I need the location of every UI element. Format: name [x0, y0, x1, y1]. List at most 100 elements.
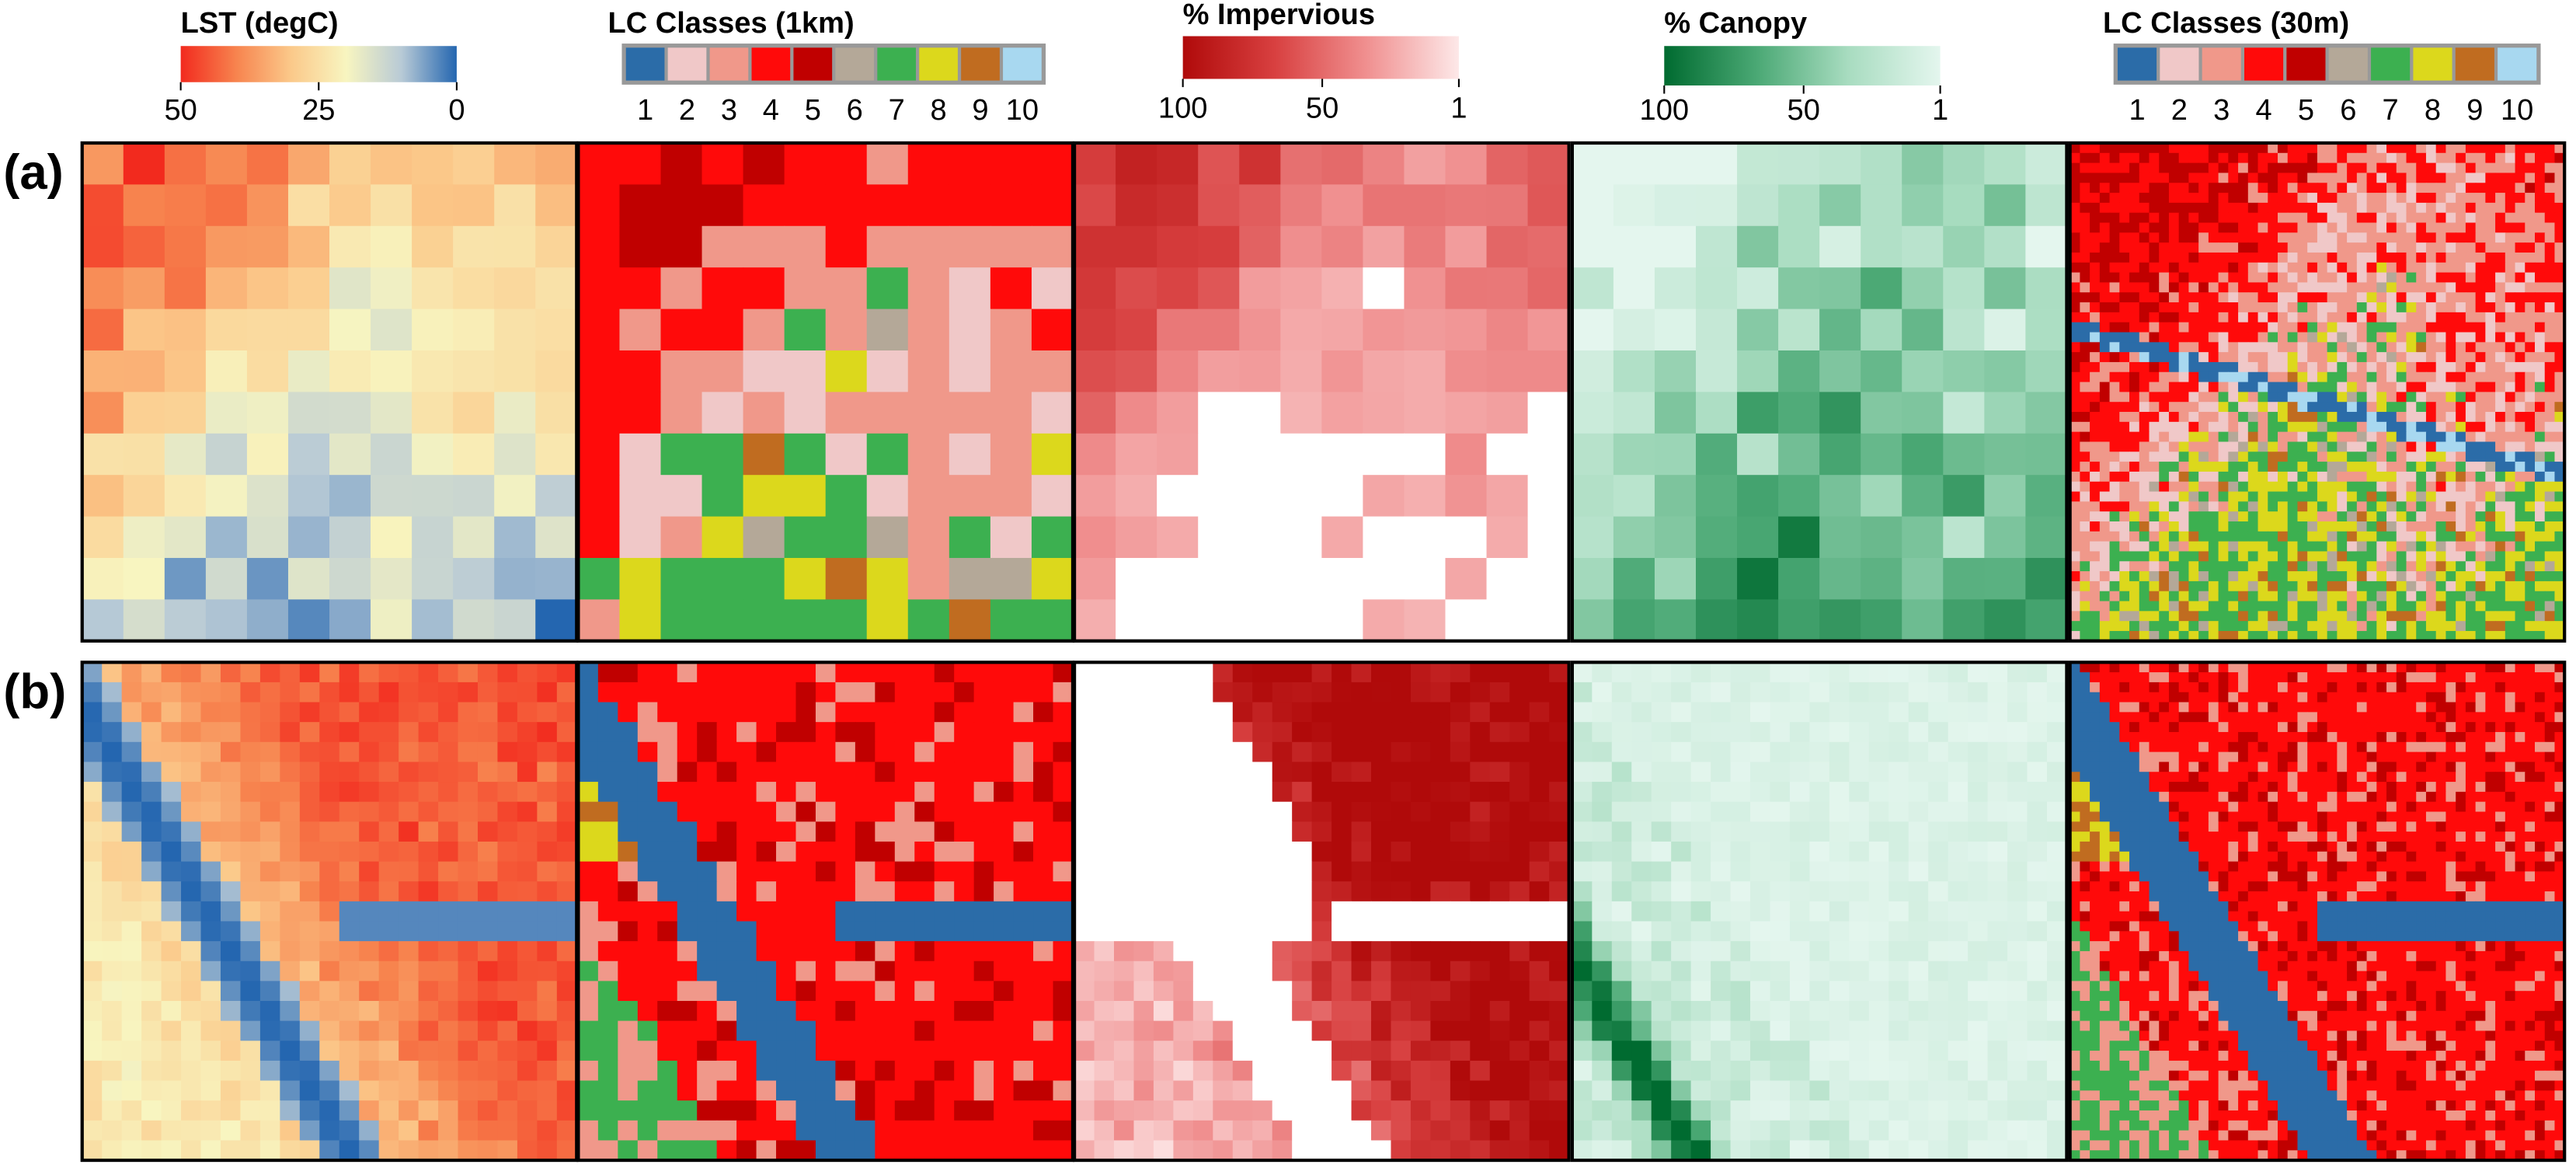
raster-cell [453, 475, 495, 518]
raster-cell [2445, 501, 2456, 512]
raster-cell [2535, 361, 2546, 373]
raster-cell [1819, 184, 1861, 227]
raster-cell [1613, 475, 1655, 518]
raster-cell [1445, 184, 1488, 227]
raster-cell [1430, 821, 1451, 842]
raster-cell [2435, 302, 2447, 313]
raster-cell [2109, 621, 2120, 632]
raster-cell [240, 821, 261, 842]
raster-cell [438, 941, 459, 962]
raster-cell [537, 941, 558, 962]
raster-cell [776, 1020, 797, 1041]
raster-cell [2475, 531, 2486, 542]
raster-cell [1819, 516, 1861, 559]
raster-cell [2080, 392, 2090, 403]
raster-cell [2178, 591, 2190, 602]
raster-cell [2287, 262, 2299, 274]
raster-cell [2554, 521, 2565, 532]
raster-cell [418, 801, 439, 822]
raster-cell [2198, 601, 2209, 612]
raster-cell [2297, 352, 2308, 363]
raster-cell [1053, 682, 1074, 703]
raster-cell [1654, 475, 1697, 518]
raster-cell [2090, 611, 2101, 622]
raster-cell [1489, 662, 1510, 683]
raster-cell [660, 309, 703, 351]
raster-cell [1529, 702, 1550, 723]
raster-cell [2327, 173, 2338, 183]
raster-cell [2406, 292, 2417, 303]
raster-cell [2198, 332, 2209, 343]
raster-cell [2307, 322, 2318, 333]
raster-cell [2159, 541, 2170, 553]
raster-cell [1695, 599, 1738, 642]
raster-cell [2485, 332, 2496, 343]
raster-cell [240, 961, 261, 982]
raster-cell [1371, 741, 1392, 763]
raster-cell [795, 881, 816, 902]
raster-cell [2465, 392, 2477, 403]
raster-cell [2208, 441, 2219, 452]
raster-cell [2347, 421, 2358, 433]
raster-cell [200, 1100, 221, 1121]
raster-cell [2168, 342, 2180, 353]
raster-cell [319, 741, 340, 763]
raster-cell [2139, 322, 2150, 333]
raster-cell [697, 722, 718, 743]
raster-cell [2228, 242, 2239, 253]
raster-cell [2188, 361, 2199, 373]
raster-cell [1013, 762, 1034, 783]
raster-cell [2268, 601, 2278, 612]
raster-cell [2347, 412, 2358, 423]
raster-cell [2425, 541, 2437, 553]
raster-cell [2456, 193, 2466, 204]
raster-cell [914, 1080, 935, 1101]
raster-cell [1074, 941, 1095, 962]
raster-cell [1272, 702, 1293, 723]
raster-cell [743, 475, 785, 518]
raster-cell [2228, 511, 2239, 522]
raster-cell [458, 782, 479, 803]
raster-cell [756, 801, 777, 822]
raster-cell [619, 309, 662, 351]
raster-cell [1053, 961, 1074, 982]
raster-cell [2109, 541, 2120, 553]
raster-cell [240, 682, 261, 703]
raster-cell [2386, 561, 2397, 572]
raster-cell [2425, 392, 2437, 403]
raster-cell [299, 921, 320, 942]
raster-cell [619, 350, 662, 393]
raster-cell [2188, 491, 2199, 502]
raster-cell [240, 901, 261, 922]
raster-cell [319, 801, 340, 822]
raster-cell [2307, 601, 2318, 612]
raster-cell [497, 1140, 518, 1161]
raster-cell [1053, 1140, 1074, 1161]
raster-cell [618, 1001, 639, 1022]
raster-cell [319, 881, 340, 902]
raster-cell [1252, 1080, 1273, 1101]
raster-cell [181, 801, 202, 822]
raster-cell [2456, 621, 2466, 632]
raster-cell [2188, 551, 2199, 562]
raster-cell [973, 861, 994, 882]
raster-cell [1391, 782, 1412, 803]
raster-cell [240, 1041, 261, 1062]
raster-cell [458, 1120, 479, 1142]
raster-cell [1094, 821, 1115, 842]
raster-cell [2535, 521, 2546, 532]
raster-cell [1470, 841, 1491, 863]
raster-cell [1153, 722, 1175, 743]
raster-cell [2366, 421, 2377, 433]
raster-cell [2188, 262, 2199, 274]
raster-cell [835, 821, 856, 842]
raster-cell [1153, 1041, 1175, 1062]
raster-cell [2544, 292, 2556, 303]
raster-cell [2168, 193, 2180, 204]
raster-cell [2554, 302, 2565, 313]
raster-cell [2396, 431, 2407, 443]
raster-cell [359, 682, 380, 703]
raster-cell [2228, 371, 2239, 383]
raster-cell [1470, 702, 1491, 723]
raster-cell [866, 267, 909, 310]
